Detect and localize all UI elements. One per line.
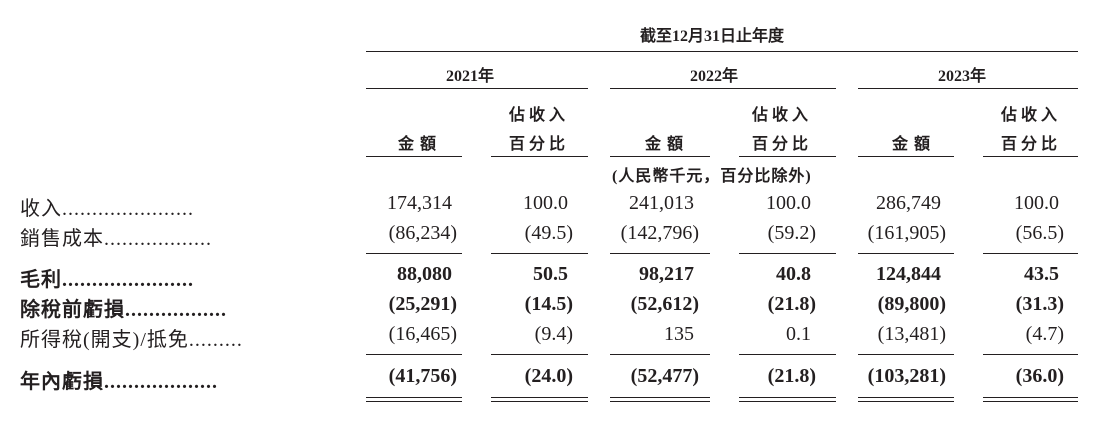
table-cell: (16,465) bbox=[388, 323, 457, 345]
table-cell: 100.0 bbox=[523, 192, 568, 214]
table-cell: (86,234) bbox=[388, 222, 457, 244]
table-cell: (13,481) bbox=[877, 323, 946, 345]
table-cell: (52,477) bbox=[630, 365, 699, 387]
subtotal-rule bbox=[610, 253, 710, 254]
year-2021: 2021年 bbox=[446, 68, 495, 85]
table-cell: 241,013 bbox=[629, 192, 694, 214]
pct-2021-rule bbox=[491, 156, 588, 157]
table-cell: (31.3) bbox=[1015, 293, 1064, 315]
year-2021-rule bbox=[366, 88, 588, 89]
table-cell: (24.0) bbox=[524, 365, 573, 387]
period-rule bbox=[366, 51, 1078, 52]
year-2022: 2022年 bbox=[690, 68, 739, 85]
table-cell: (14.5) bbox=[524, 293, 573, 315]
total-double-rule bbox=[739, 397, 836, 398]
subtotal-rule bbox=[491, 354, 588, 355]
total-double-rule bbox=[983, 397, 1078, 398]
unit-note: (人民幣千元，百分比除外) bbox=[612, 168, 812, 185]
total-double-rule bbox=[491, 401, 588, 402]
table-cell: (103,281) bbox=[867, 365, 946, 387]
subtotal-rule bbox=[983, 354, 1078, 355]
row-label: 除稅前虧損................. bbox=[20, 299, 227, 321]
year-2023: 2023年 bbox=[938, 68, 987, 85]
subtotal-rule bbox=[983, 253, 1078, 254]
pct-header-2022-l2: 百分比 bbox=[752, 136, 813, 153]
pct-2023-rule bbox=[983, 156, 1078, 157]
table-cell: 50.5 bbox=[533, 263, 568, 285]
row-label: 收入...................... bbox=[20, 198, 194, 220]
table-cell: (142,796) bbox=[620, 222, 699, 244]
period-title: 截至12月31日止年度 bbox=[640, 28, 785, 45]
total-double-rule bbox=[858, 397, 954, 398]
year-2022-rule bbox=[610, 88, 836, 89]
subtotal-rule bbox=[858, 253, 954, 254]
row-label: 年內虧損................... bbox=[20, 371, 218, 393]
table-cell: (36.0) bbox=[1015, 365, 1064, 387]
table-cell: 88,080 bbox=[397, 263, 452, 285]
table-cell: (9.4) bbox=[534, 323, 573, 345]
pct-2022-rule bbox=[739, 156, 836, 157]
table-cell: (21.8) bbox=[767, 365, 816, 387]
pct-header-2022-l1: 佔收入 bbox=[752, 107, 813, 124]
amount-header-2022: 金額 bbox=[645, 136, 690, 153]
table-cell: 124,844 bbox=[876, 263, 941, 285]
total-double-rule bbox=[739, 401, 836, 402]
row-label: 銷售成本.................. bbox=[20, 228, 212, 250]
year-2023-rule bbox=[858, 88, 1078, 89]
table-cell: 100.0 bbox=[766, 192, 811, 214]
table-cell: (89,800) bbox=[877, 293, 946, 315]
table-cell: 174,314 bbox=[387, 192, 452, 214]
subtotal-rule bbox=[366, 253, 462, 254]
subtotal-rule bbox=[739, 253, 836, 254]
amount-header-2021: 金額 bbox=[398, 136, 443, 153]
pct-header-2023-l1: 佔收入 bbox=[1001, 107, 1062, 124]
table-cell: (4.7) bbox=[1025, 323, 1064, 345]
table-cell: 98,217 bbox=[639, 263, 694, 285]
table-cell: (52,612) bbox=[630, 293, 699, 315]
table-cell: (21.8) bbox=[767, 293, 816, 315]
table-cell: (56.5) bbox=[1015, 222, 1064, 244]
table-cell: (161,905) bbox=[867, 222, 946, 244]
total-double-rule bbox=[610, 401, 710, 402]
table-cell: (59.2) bbox=[767, 222, 816, 244]
row-label: 所得稅(開支)/抵免......... bbox=[20, 329, 243, 351]
amount-2022-rule bbox=[610, 156, 710, 157]
amount-header-2023: 金額 bbox=[892, 136, 937, 153]
total-double-rule bbox=[491, 397, 588, 398]
amount-2021-rule bbox=[366, 156, 462, 157]
pct-header-2023-l2: 百分比 bbox=[1001, 136, 1062, 153]
subtotal-rule bbox=[366, 354, 462, 355]
pct-header-2021-l1: 佔收入 bbox=[509, 107, 570, 124]
table-cell: 40.8 bbox=[776, 263, 811, 285]
subtotal-rule bbox=[491, 253, 588, 254]
total-double-rule bbox=[858, 401, 954, 402]
table-cell: (41,756) bbox=[388, 365, 457, 387]
amount-2023-rule bbox=[858, 156, 954, 157]
row-label: 毛利...................... bbox=[20, 269, 194, 291]
subtotal-rule bbox=[739, 354, 836, 355]
total-double-rule bbox=[610, 397, 710, 398]
table-cell: 286,749 bbox=[876, 192, 941, 214]
table-cell: 135 bbox=[664, 323, 694, 345]
table-cell: 100.0 bbox=[1014, 192, 1059, 214]
total-double-rule bbox=[366, 401, 462, 402]
total-double-rule bbox=[366, 397, 462, 398]
total-double-rule bbox=[983, 401, 1078, 402]
table-cell: (49.5) bbox=[524, 222, 573, 244]
pct-header-2021-l2: 百分比 bbox=[509, 136, 570, 153]
subtotal-rule bbox=[858, 354, 954, 355]
subtotal-rule bbox=[610, 354, 710, 355]
table-cell: 43.5 bbox=[1024, 263, 1059, 285]
table-cell: (25,291) bbox=[388, 293, 457, 315]
table-cell: 0.1 bbox=[786, 323, 811, 345]
